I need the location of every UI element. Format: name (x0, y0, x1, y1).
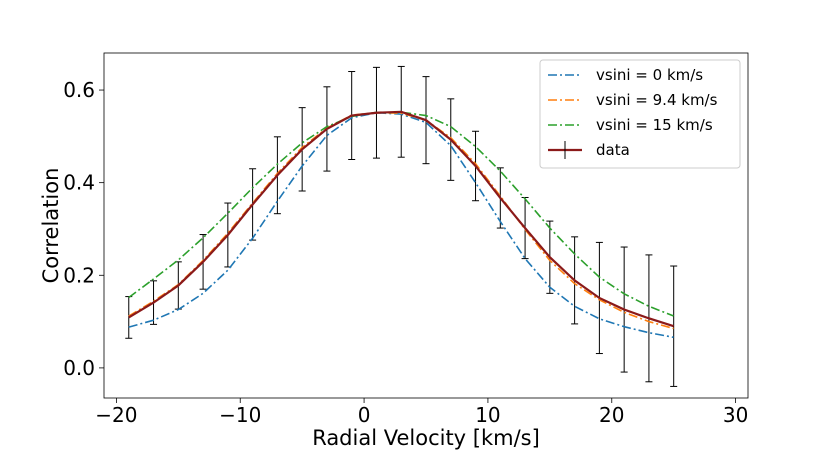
curve-series-1 (128, 111, 674, 330)
curve-series-2 (128, 111, 674, 317)
legend-label-vsini-9-4: vsini = 9.4 km/s (596, 91, 718, 109)
legend: vsini = 0 km/s vsini = 9.4 km/s vsini = … (539, 59, 741, 169)
x-tick-label: 20 (599, 403, 624, 427)
y-tick-label: 0.2 (63, 263, 95, 287)
x-tick-label: −10 (219, 403, 261, 427)
x-axis-label: Radial Velocity [km/s] (312, 426, 540, 450)
x-tick-label: −20 (95, 403, 137, 427)
x-axis-ticks: −20 −10 0 10 20 30 (95, 398, 748, 427)
y-axis-label: Correlation (39, 168, 63, 284)
plot-frame (103, 52, 749, 399)
data-line (128, 110, 675, 328)
legend-label-vsini-15: vsini = 15 km/s (596, 116, 713, 134)
curve-series-0 (128, 111, 674, 339)
y-tick-label: 0.0 (63, 356, 95, 380)
legend-label-data: data (596, 141, 630, 159)
x-tick-label: 30 (723, 403, 748, 427)
x-tick-label: 0 (358, 403, 371, 427)
y-axis-ticks: 0.0 0.2 0.4 0.6 (63, 78, 104, 380)
x-tick-label: 10 (475, 403, 500, 427)
y-tick-label: 0.6 (63, 78, 95, 102)
model-curves-group (128, 111, 674, 339)
legend-box (539, 59, 741, 169)
data-line-group (128, 110, 675, 328)
legend-label-vsini-0: vsini = 0 km/s (596, 66, 703, 84)
y-tick-label: 0.4 (63, 171, 95, 195)
